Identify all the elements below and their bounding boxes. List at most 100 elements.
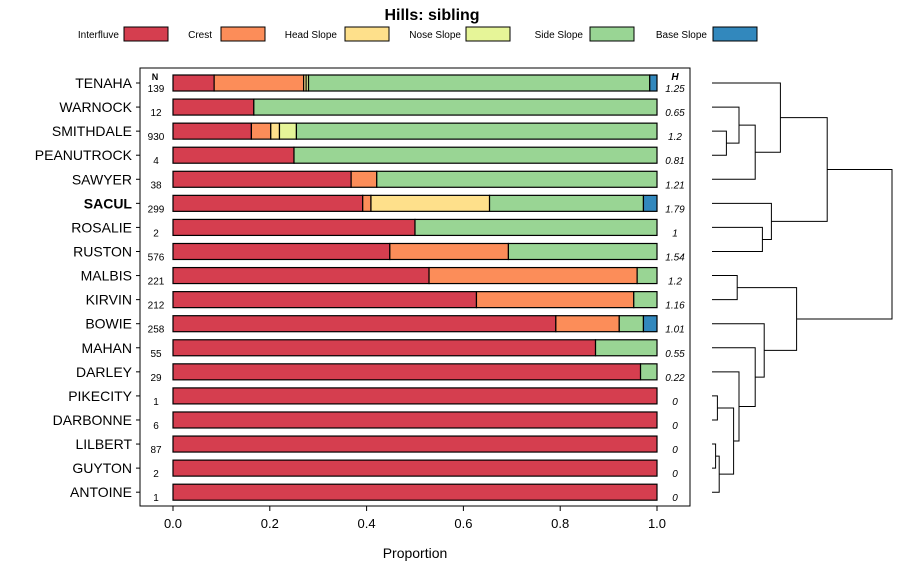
row-label-mahan: MAHAN xyxy=(81,340,132,356)
n-value-smithdale: 930 xyxy=(148,132,165,143)
x-tick-label: 0.8 xyxy=(551,516,569,531)
bar-segment-peanutrock-interfluve xyxy=(172,146,295,164)
bar-segment-lilbert-interfluve xyxy=(172,435,658,453)
legend-label-nose-slope: Nose Slope xyxy=(409,30,461,41)
bar-segment-tenaha-base-slope xyxy=(649,74,658,92)
h-value-kirvin: 1.16 xyxy=(665,301,685,312)
n-value-sawyer: 38 xyxy=(150,180,162,191)
bar-segment-warnock-side-slope xyxy=(253,98,658,116)
n-value-rosalie: 2 xyxy=(153,228,159,239)
bar-segment-warnock-interfluve xyxy=(172,98,255,116)
dendrogram-link-14 xyxy=(712,347,756,407)
bar-segment-bowie-interfluve xyxy=(172,315,557,333)
h-value-darbonne: 0 xyxy=(672,421,678,432)
n-value-pikecity: 1 xyxy=(153,397,159,408)
n-value-warnock: 12 xyxy=(150,108,162,119)
x-axis: 0.0 0.2 0.4 0.6 0.8 1.0 xyxy=(164,506,666,531)
bar-segment-sacul-side-slope xyxy=(488,194,645,212)
bar-segment-peanutrock-side-slope xyxy=(293,146,658,164)
n-value-tenaha: 139 xyxy=(148,84,165,95)
dendrogram-link-9 xyxy=(712,443,717,469)
legend: Interfluve Crest Head Slope Nose Slope Side … xyxy=(78,26,758,42)
dendrogram-link-8 xyxy=(712,275,738,301)
bar-segment-tenaha-crest xyxy=(213,74,305,92)
dendrogram-link-12 xyxy=(717,407,735,475)
bar-segment-ruston-crest xyxy=(389,242,510,261)
dendrogram xyxy=(712,82,893,493)
n-value-malbis: 221 xyxy=(148,277,165,288)
bar-segment-smithdale-crest xyxy=(250,122,272,140)
x-tick-label: 0.6 xyxy=(454,516,472,531)
row-label-pikecity: PIKECITY xyxy=(68,388,132,404)
bar-segment-smithdale-interfluve xyxy=(172,122,253,140)
bar-segment-guyton-interfluve xyxy=(172,459,658,477)
bar-segment-ruston-interfluve xyxy=(172,242,391,261)
dendrogram-link-7 xyxy=(771,117,828,222)
legend-swatch-crest xyxy=(220,26,266,42)
row-label-darbonne: DARBONNE xyxy=(53,412,132,428)
n-value-mahan: 55 xyxy=(150,349,162,360)
h-column-header: H xyxy=(671,72,679,83)
bar-segment-bowie-base-slope xyxy=(642,315,658,333)
row-label-sacul: SACUL xyxy=(84,195,133,211)
bar-segment-smithdale-side-slope xyxy=(295,122,658,140)
x-tick-label: 1.0 xyxy=(648,516,666,531)
x-tick-label: 0.2 xyxy=(261,516,279,531)
row-label-guyton: GUYTON xyxy=(72,460,132,476)
legend-swatch-base-slope xyxy=(712,26,758,42)
bar-segment-antoine-interfluve xyxy=(172,483,658,501)
dendrogram-link-2 xyxy=(712,106,740,144)
row-label-antoine: ANTOINE xyxy=(70,484,132,500)
h-value-darley: 0.22 xyxy=(665,373,685,384)
legend-label-side-slope: Side Slope xyxy=(535,30,584,41)
n-value-guyton: 2 xyxy=(153,469,159,480)
h-value-sacul: 1.79 xyxy=(665,204,685,215)
row-label-bowie: BOWIE xyxy=(85,316,132,332)
bar-segment-malbis-crest xyxy=(428,266,638,285)
h-value-malbis: 1.2 xyxy=(668,277,682,288)
x-tick-label: 0.4 xyxy=(358,516,376,531)
h-value-pikecity: 0 xyxy=(672,397,678,408)
bar-segment-smithdale-head-slope xyxy=(270,122,281,140)
n-value-kirvin: 212 xyxy=(148,301,165,312)
bar-segment-sawyer-crest xyxy=(350,170,378,188)
n-value-ruston: 576 xyxy=(148,252,165,263)
h-value-ruston: 1.54 xyxy=(665,252,685,263)
h-value-warnock: 0.65 xyxy=(665,108,685,119)
bar-segment-bowie-crest xyxy=(555,315,620,333)
n-value-antoine: 1 xyxy=(153,493,159,504)
legend-label-base-slope: Base Slope xyxy=(656,30,708,41)
h-value-peanutrock: 0.81 xyxy=(665,156,684,167)
h-value-antoine: 0 xyxy=(672,493,678,504)
row-label-rosalie: ROSALIE xyxy=(71,219,132,235)
bar-segment-pikecity-interfluve xyxy=(172,387,658,405)
bar-segment-sawyer-side-slope xyxy=(376,170,658,188)
bar-segment-tenaha-interfluve xyxy=(172,74,215,92)
row-label-peanutrock: PEANUTROCK xyxy=(35,147,133,163)
bar-segment-mahan-side-slope xyxy=(594,339,658,357)
row-label-sawyer: SAWYER xyxy=(72,171,132,187)
legend-swatch-head-slope xyxy=(344,26,390,42)
row-label-lilbert: LILBERT xyxy=(75,436,132,452)
bar-segment-rosalie-interfluve xyxy=(172,218,416,237)
dendrogram-link-1 xyxy=(712,130,727,156)
legend-swatch-side-slope xyxy=(589,26,635,42)
legend-swatch-nose-slope xyxy=(465,26,511,42)
row-label-tenaha: TENAHA xyxy=(75,75,132,91)
bar-segment-sawyer-interfluve xyxy=(172,170,352,188)
bar-segment-mahan-interfluve xyxy=(172,339,597,357)
bar-segment-darbonne-interfluve xyxy=(172,411,658,429)
bar-segment-kirvin-side-slope xyxy=(633,291,658,309)
row-label-warnock: WARNOCK xyxy=(59,99,132,115)
h-value-lilbert: 0 xyxy=(672,445,678,456)
row-label-kirvin: KIRVIN xyxy=(86,292,132,308)
dendrogram-link-16 xyxy=(737,287,798,351)
bar-segment-sacul-head-slope xyxy=(370,194,491,212)
h-value-rosalie: 1 xyxy=(672,228,678,239)
x-axis-label: Proportion xyxy=(383,545,448,561)
h-value-mahan: 0.55 xyxy=(665,349,685,360)
dendrogram-link-15 xyxy=(712,323,765,378)
h-value-tenaha: 1.25 xyxy=(665,84,685,95)
